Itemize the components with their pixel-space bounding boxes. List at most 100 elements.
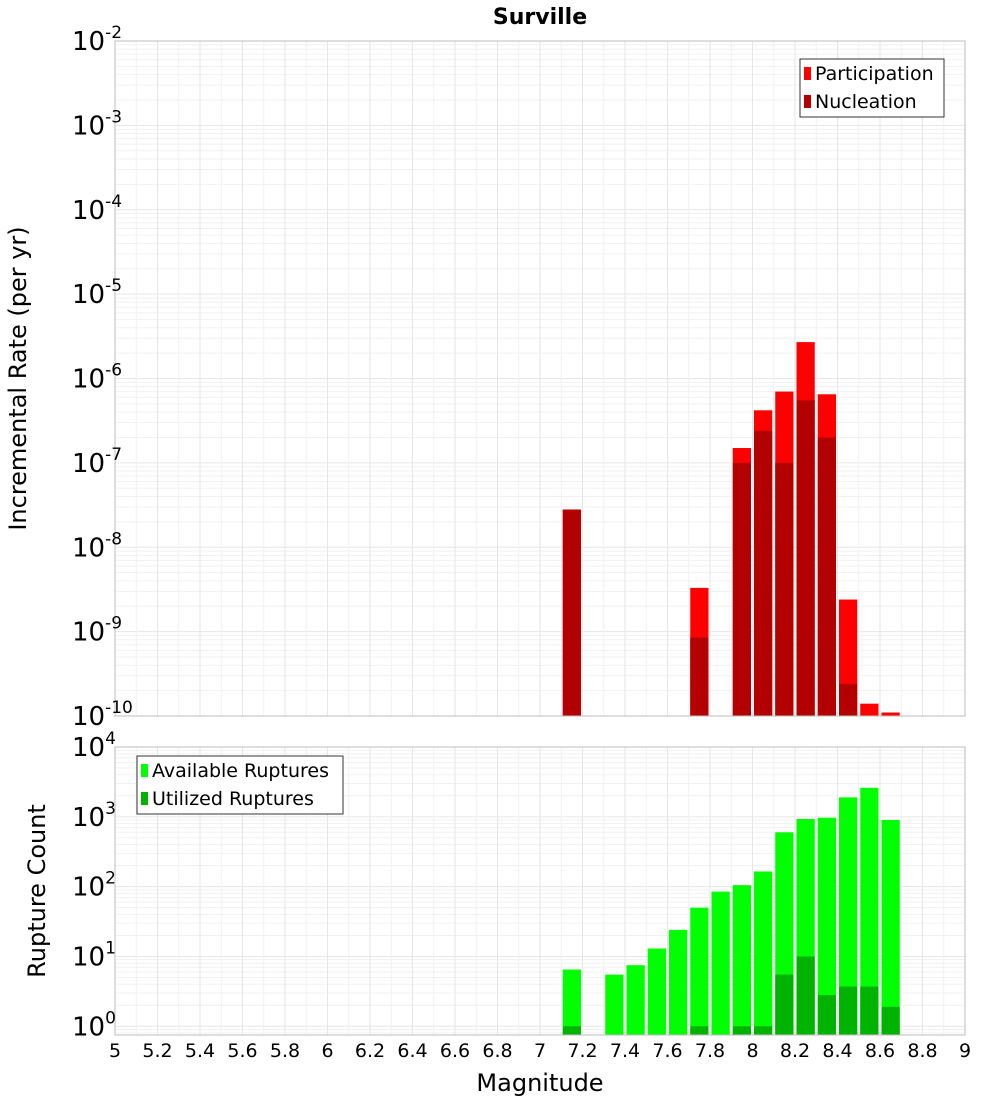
bar-available-ruptures	[626, 965, 645, 1035]
y-tick-exponent: 3	[105, 799, 116, 819]
y-tick-label: 10-10	[72, 698, 133, 732]
legend: Participation Nucleation	[799, 58, 945, 118]
legend-label: Participation	[815, 63, 934, 85]
y-axis-label: Rupture Count	[23, 804, 51, 978]
y-tick-label: 10-4	[72, 192, 122, 226]
bar-nucleation	[754, 430, 773, 716]
bar-nucleation	[562, 509, 581, 716]
x-tick-label: 7.6	[652, 1040, 682, 1062]
plot-frame	[114, 746, 966, 1036]
y-tick-exponent: -4	[105, 192, 122, 212]
y-tick-exponent: -9	[105, 614, 122, 634]
x-tick-label: 5.6	[227, 1040, 257, 1062]
y-tick-exponent: -3	[105, 107, 122, 127]
bar-available-ruptures	[881, 820, 900, 1035]
bar-utilized-ruptures	[796, 956, 815, 1035]
x-tick-label: 8.2	[780, 1040, 810, 1062]
bar-available-ruptures	[817, 817, 836, 1035]
y-tick-label: 104	[72, 729, 116, 763]
plot-panel-0: 10-10 10-9 10-8 10-7 10-6 10-5 10-4 10-3 10-2 Inc…	[4, 5, 966, 732]
chart-title: Surville	[493, 5, 587, 30]
legend-label: Utilized Ruptures	[152, 788, 314, 810]
y-tick-exponent: -8	[105, 529, 122, 549]
bar-utilized-ruptures	[817, 995, 836, 1035]
x-tick-label: 7.4	[610, 1040, 640, 1062]
bar-nucleation	[690, 637, 709, 716]
bar-utilized-ruptures	[881, 1006, 900, 1035]
x-tick-label: 6.2	[355, 1040, 385, 1062]
y-tick-exponent: 4	[105, 729, 116, 749]
bar-available-ruptures	[690, 907, 709, 1035]
x-tick-label: 6.4	[397, 1040, 427, 1062]
x-tick-label: 8	[746, 1040, 758, 1062]
bar-available-ruptures	[669, 929, 688, 1035]
bar-available-ruptures	[754, 871, 773, 1035]
x-tick-label: 5.4	[185, 1040, 215, 1062]
x-tick-label: 8.4	[822, 1040, 852, 1062]
bar-utilized-ruptures	[562, 1026, 581, 1035]
x-tick-label: 9	[959, 1040, 971, 1062]
x-tick-label: 6.8	[482, 1040, 512, 1062]
bar-participation	[881, 712, 900, 716]
x-tick-label: 7.2	[567, 1040, 597, 1062]
x-tick-label: 6.6	[440, 1040, 470, 1062]
y-tick-exponent: 2	[105, 869, 116, 889]
x-tick-label: 5	[109, 1040, 121, 1062]
y-tick-label: 10-7	[72, 445, 122, 479]
bar-available-ruptures	[605, 974, 624, 1035]
bar-nucleation	[839, 683, 858, 716]
bar-nucleation	[732, 462, 751, 716]
y-tick-exponent: -6	[105, 361, 122, 381]
legend-swatch	[141, 764, 148, 777]
bar-available-ruptures	[732, 885, 751, 1035]
x-tick-label: 5.8	[270, 1040, 300, 1062]
y-tick-label: 100	[72, 1008, 116, 1042]
bar-utilized-ruptures	[732, 1026, 751, 1035]
x-axis-label: Magnitude	[476, 1069, 603, 1097]
y-tick-label: 10-5	[72, 276, 122, 310]
y-tick-exponent: -2	[105, 23, 122, 43]
y-tick-label: 101	[72, 938, 116, 972]
y-tick-label: 10-9	[72, 614, 122, 648]
y-tick-exponent: -5	[105, 276, 122, 296]
legend-swatch	[141, 792, 148, 805]
y-tick-exponent: 0	[105, 1008, 116, 1028]
bar-utilized-ruptures	[839, 986, 858, 1035]
y-tick-label: 10-6	[72, 361, 122, 395]
bar-utilized-ruptures	[690, 1026, 709, 1035]
bar-available-ruptures	[562, 969, 581, 1035]
x-tick-label: 8.6	[865, 1040, 895, 1062]
bar-utilized-ruptures	[775, 974, 794, 1035]
legend-swatch	[804, 95, 811, 108]
bar-utilized-ruptures	[754, 1026, 773, 1035]
y-tick-exponent: -7	[105, 445, 122, 465]
bar-nucleation	[796, 400, 815, 716]
bar-available-ruptures	[711, 891, 730, 1035]
bar-available-ruptures	[860, 787, 879, 1035]
bar-nucleation	[817, 437, 836, 716]
x-tick-label: 7	[534, 1040, 546, 1062]
x-tick-label: 7.8	[695, 1040, 725, 1062]
y-tick-label: 10-3	[72, 107, 122, 141]
y-tick-label: 10-8	[72, 529, 122, 563]
plot-panel-1: 100 101 102 103 104 Rupture Count 5 5.2 5.4 5.6 5.…	[23, 729, 971, 1097]
bar-nucleation	[775, 462, 794, 716]
legend: Available Ruptures Utilized Ruptures	[136, 755, 344, 815]
bar-participation	[860, 703, 879, 716]
y-tick-label: 103	[72, 799, 116, 833]
y-tick-exponent: -10	[105, 698, 133, 718]
legend-label: Nucleation	[815, 91, 917, 113]
legend-box	[799, 58, 945, 118]
plot-frame	[114, 40, 966, 717]
legend-swatch	[804, 67, 811, 80]
legend-box	[136, 755, 344, 815]
legend-label: Available Ruptures	[152, 760, 329, 782]
x-tick-label: 5.2	[142, 1040, 172, 1062]
x-tick-label: 6	[321, 1040, 333, 1062]
y-tick-label: 102	[72, 869, 116, 903]
bar-available-ruptures	[647, 948, 666, 1035]
x-tick-label: 8.8	[907, 1040, 937, 1062]
y-tick-label: 10-2	[72, 23, 122, 57]
